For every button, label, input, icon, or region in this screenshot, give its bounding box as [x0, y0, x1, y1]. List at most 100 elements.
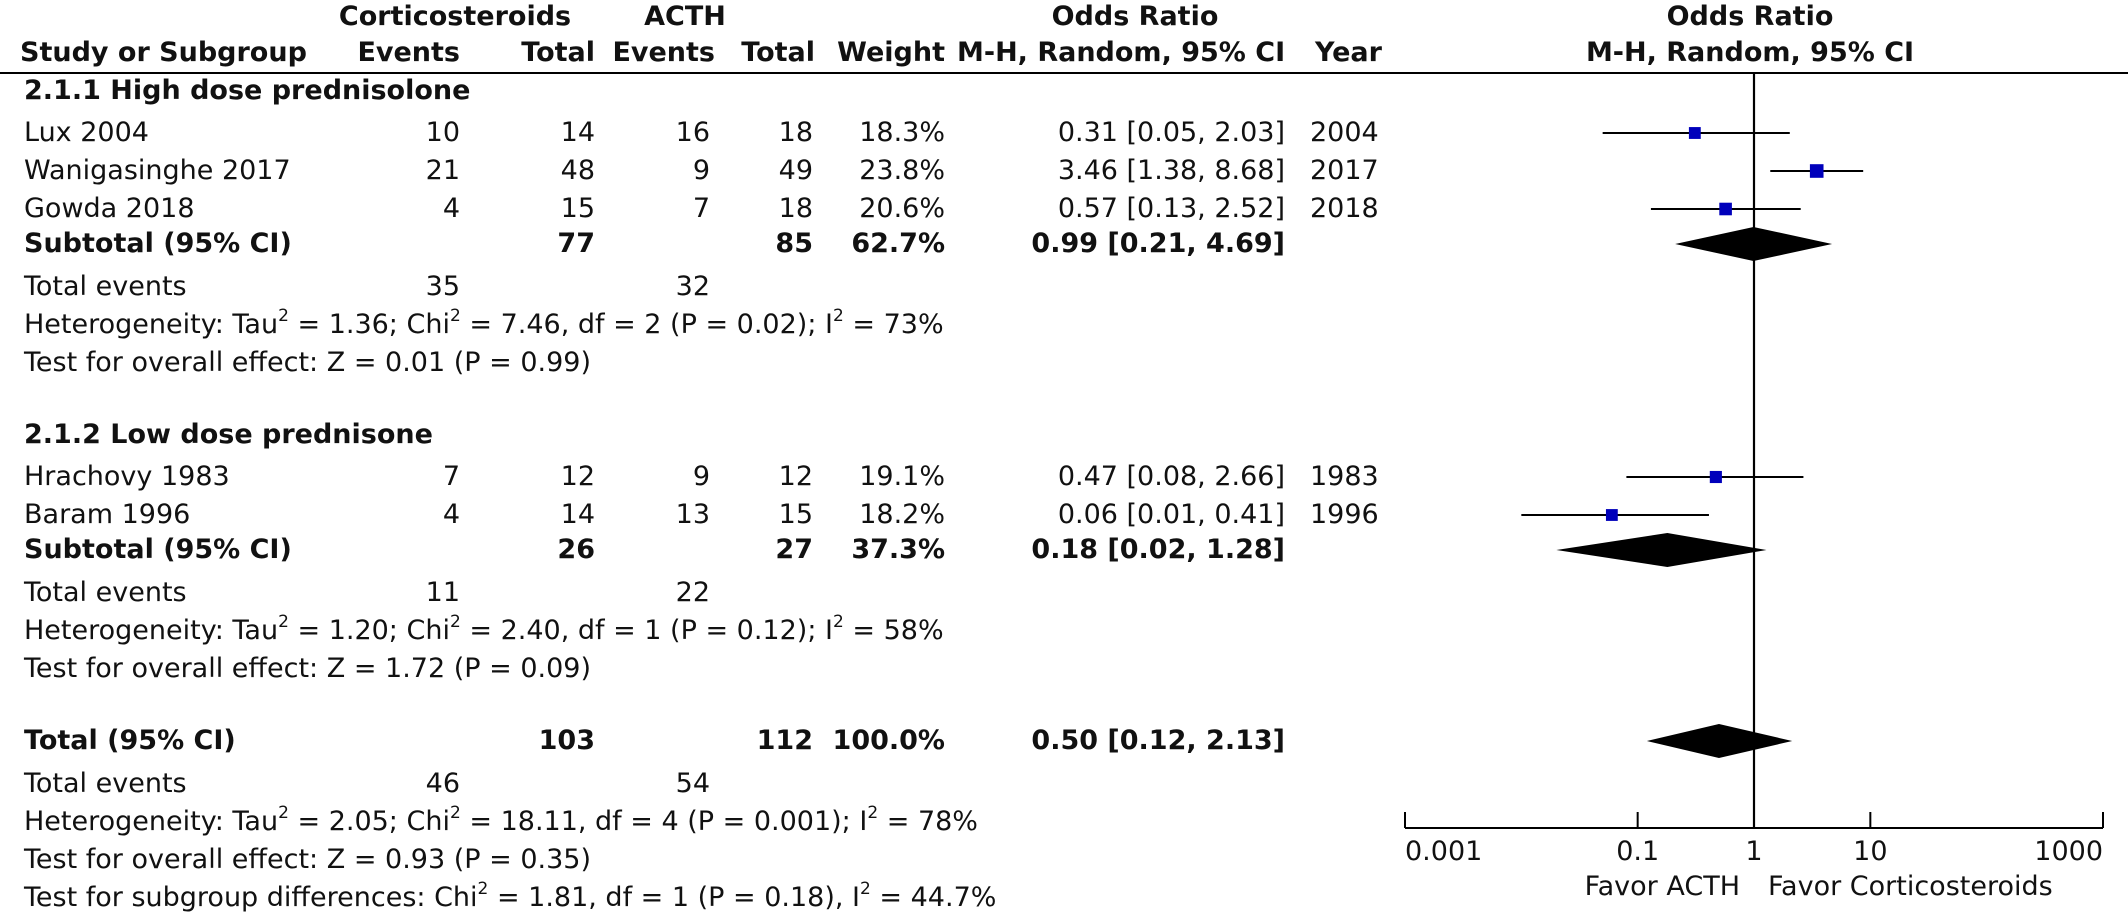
weight-cell: 18.3% — [859, 117, 945, 148]
total2-cell: 85 — [775, 228, 813, 259]
group1-header: Corticosteroids — [338, 1, 572, 32]
plot-subtitle: M-H, Random, 95% CI — [1585, 37, 1915, 68]
x-tick-label: 10 — [1853, 836, 1887, 867]
total2-cell: 18 — [778, 193, 813, 224]
weight-cell: 100.0% — [832, 725, 945, 756]
plot-marks — [1521, 72, 1864, 828]
study-square — [1709, 470, 1722, 484]
events2-cell: 9 — [692, 461, 710, 492]
total-label: Total (95% CI) — [24, 725, 236, 756]
events2-cell: 16 — [675, 117, 710, 148]
total2-cell: 27 — [775, 534, 813, 565]
weight-cell: 23.8% — [859, 155, 945, 186]
study-name: Hrachovy 1983 — [24, 461, 230, 492]
ci-cell: 0.18 [0.02, 1.28] — [1031, 534, 1285, 565]
x-axis: 0.001 0.1 1 10 1000 Favor ACTH Favor Corticost… — [1404, 812, 2104, 902]
favor-left-label: Favor ACTH — [1585, 871, 1740, 902]
year-cell: 1983 — [1310, 461, 1379, 492]
events1-cell: 4 — [442, 499, 460, 530]
events1-cell: 7 — [442, 461, 460, 492]
total1-column-header: Total — [521, 37, 595, 68]
events1-cell: 10 — [425, 117, 460, 148]
study-square — [1688, 127, 1701, 139]
events2-column-header: Events — [612, 37, 715, 68]
subtotal-label: Subtotal (95% CI) — [24, 228, 292, 259]
study-square — [1719, 202, 1732, 216]
year-cell: 2017 — [1310, 155, 1379, 186]
heterogeneity-line: Heterogeneity: Tau2 = 2.05; Chi2 = 18.11… — [24, 803, 978, 838]
study-square — [1605, 509, 1618, 521]
weight-column-header: Weight — [837, 37, 945, 68]
events2-cell: 9 — [692, 155, 710, 186]
heterogeneity-line: Heterogeneity: Tau2 = 1.20; Chi2 = 2.40,… — [24, 612, 944, 647]
year-cell: 1996 — [1310, 499, 1379, 530]
weight-cell: 37.3% — [851, 534, 945, 565]
study-name: Lux 2004 — [24, 117, 149, 148]
study-name: Baram 1996 — [24, 499, 191, 530]
favor-right-label: Favor Corticosteroids — [1768, 871, 2053, 902]
ci-cell: 0.99 [0.21, 4.69] — [1031, 228, 1285, 259]
total2-cell: 112 — [756, 725, 813, 756]
total2-cell: 12 — [778, 461, 813, 492]
weight-cell: 19.1% — [859, 461, 945, 492]
study-square — [1809, 164, 1824, 178]
weight-cell: 62.7% — [851, 228, 945, 259]
total1-cell: 103 — [538, 725, 595, 756]
study-name: Wanigasinghe 2017 — [24, 155, 291, 186]
events1-cell: 11 — [425, 577, 460, 608]
weight-cell: 18.2% — [859, 499, 945, 530]
study-name: Gowda 2018 — [24, 193, 195, 224]
overall-effect-line: Test for overall effect: Z = 1.72 (P = 0… — [24, 653, 591, 684]
total1-cell: 15 — [560, 193, 595, 224]
ci-cell: 0.47 [0.08, 2.66] — [1057, 461, 1285, 492]
overall-effect-line: Test for overall effect: Z = 0.01 (P = 0… — [24, 347, 591, 378]
pooled-diamond — [1646, 724, 1793, 758]
total2-cell: 49 — [778, 155, 813, 186]
events2-cell: 22 — [675, 577, 710, 608]
heterogeneity-line: Heterogeneity: Tau2 = 1.36; Chi2 = 7.46,… — [24, 306, 944, 341]
events2-cell: 54 — [675, 768, 710, 799]
total1-cell: 77 — [557, 228, 595, 259]
total1-cell: 14 — [560, 499, 595, 530]
events1-column-header: Events — [357, 37, 460, 68]
events-label: Total events — [24, 577, 187, 608]
header-rule — [0, 72, 2128, 74]
odds-ratio-header: Odds Ratio — [1051, 1, 1219, 32]
ci-column-header: M-H, Random, 95% CI — [957, 37, 1286, 68]
overall-effect-line: Test for overall effect: Z = 0.93 (P = 0… — [24, 844, 591, 875]
events-label: Total events — [24, 768, 187, 799]
ci-cell: 0.50 [0.12, 2.13] — [1031, 725, 1285, 756]
year-cell: 2004 — [1310, 117, 1379, 148]
year-column-header: Year — [1315, 37, 1382, 68]
ci-cell: 0.31 [0.05, 2.03] — [1057, 117, 1285, 148]
events1-cell: 35 — [425, 271, 460, 302]
plot-title: Odds Ratio — [1666, 1, 1834, 32]
subgroup-title: 2.1.1 High dose prednisolone — [24, 75, 471, 106]
total1-cell: 26 — [557, 534, 595, 565]
total1-cell: 12 — [560, 461, 595, 492]
x-tick-label: 0.1 — [1616, 836, 1659, 867]
x-tick-label: 0.001 — [1405, 836, 1482, 867]
subgroup-title: 2.1.2 Low dose prednisone — [24, 419, 433, 450]
subtotal-label: Subtotal (95% CI) — [24, 534, 292, 565]
year-cell: 2018 — [1310, 193, 1379, 224]
events2-cell: 32 — [675, 271, 710, 302]
pooled-diamond — [1675, 227, 1833, 261]
x-tick-label: 1000 — [2034, 836, 2103, 867]
total2-cell: 18 — [778, 117, 813, 148]
total2-column-header: Total — [741, 37, 815, 68]
events2-cell: 13 — [675, 499, 710, 530]
total2-cell: 15 — [778, 499, 813, 530]
ci-cell: 0.06 [0.01, 0.41] — [1057, 499, 1285, 530]
ci-cell: 0.57 [0.13, 2.52] — [1057, 193, 1285, 224]
subgroup-differences-line: Test for subgroup differences: Chi2 = 1.… — [24, 879, 997, 914]
ci-cell: 3.46 [1.38, 8.68] — [1057, 155, 1285, 186]
pooled-diamond — [1556, 533, 1767, 567]
total1-cell: 48 — [560, 155, 595, 186]
total1-cell: 14 — [560, 117, 595, 148]
events-label: Total events — [24, 271, 187, 302]
events1-cell: 21 — [425, 155, 460, 186]
study-column-header: Study or Subgroup — [20, 37, 307, 68]
